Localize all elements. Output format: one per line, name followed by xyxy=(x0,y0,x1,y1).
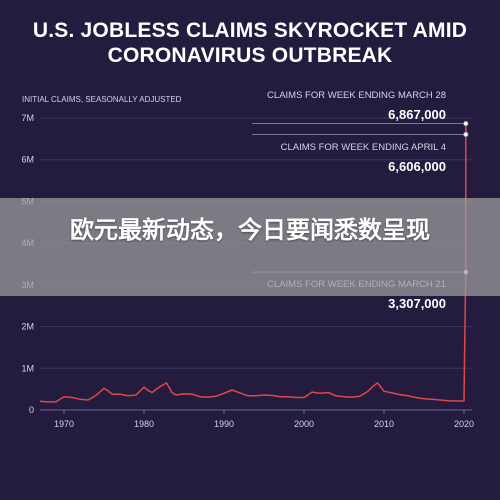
annotation-value: 6,606,000 xyxy=(388,159,446,174)
annotation-point xyxy=(463,131,469,138)
claims-series-line xyxy=(39,122,467,403)
y-tick-label: 0 xyxy=(29,405,34,415)
y-tick-label: 1M xyxy=(21,363,34,373)
y-tick-label: 6M xyxy=(21,155,34,165)
annotation-label: CLAIMS FOR WEEK ENDING MARCH 28 xyxy=(267,90,446,101)
caption-overlay-text: 欧元最新动态，今日要闻悉数呈现 xyxy=(70,217,430,244)
x-tick-label: 1990 xyxy=(214,419,234,429)
x-tick-label: 1970 xyxy=(54,419,74,429)
x-tick-label: 2020 xyxy=(454,419,474,429)
annotation-value: 3,307,000 xyxy=(388,296,446,311)
x-tick-label: 2000 xyxy=(294,419,314,429)
y-tick-label: 7M xyxy=(21,113,34,123)
annotation-value: 6,867,000 xyxy=(388,107,446,122)
x-tick-label: 1980 xyxy=(134,419,154,429)
chart-title: U.S. JOBLESS CLAIMS SKYROCKET AMID CORON… xyxy=(32,19,468,67)
annotation-label: CLAIMS FOR WEEK ENDING APRIL 4 xyxy=(281,142,446,153)
annotation-point xyxy=(463,120,469,127)
x-tick-label: 2010 xyxy=(374,419,394,429)
caption-overlay xyxy=(0,198,500,296)
y-tick-label: 2M xyxy=(21,322,34,332)
y-axis-label: INITIAL CLAIMS, SEASONALLY ADJUSTED xyxy=(22,95,182,104)
